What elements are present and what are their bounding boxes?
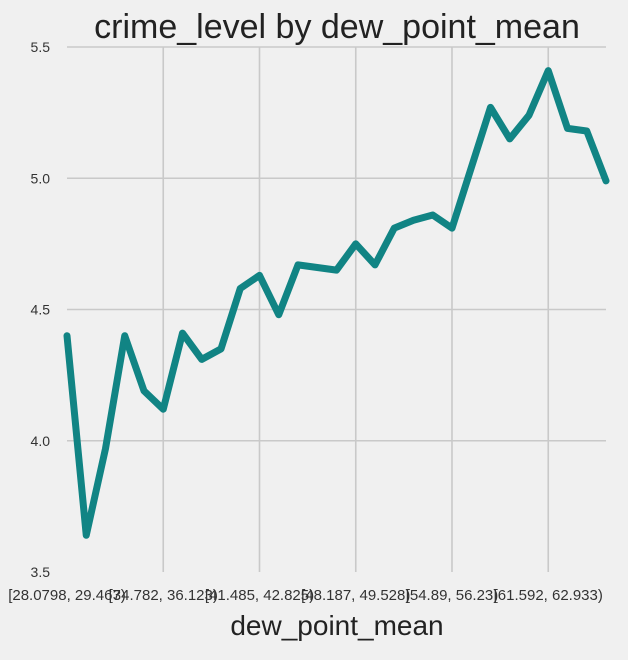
y-tick-label: 4.5 xyxy=(31,302,51,318)
y-tick-label: 5.5 xyxy=(31,39,51,55)
x-axis-label: dew_point_mean xyxy=(230,610,443,641)
x-tick-label: [34.782, 36.123) xyxy=(109,587,218,604)
grid-layer xyxy=(67,46,606,572)
series-line xyxy=(63,67,610,539)
x-tick-label: [28.0798, 29.467) xyxy=(8,587,126,604)
x-tick-label: [48.187, 49.528) xyxy=(301,587,410,604)
y-tick-label: 5.0 xyxy=(31,170,51,186)
x-tick-label: [41.485, 42.825) xyxy=(205,587,314,604)
chart-title: crime_level by dew_point_mean xyxy=(94,8,580,46)
tick-layer: 3.5 4.0 4.5 5.0 5.5 [28.0798, 29.467)[34.782,… xyxy=(8,39,603,604)
x-tick-label: [54.89, 56.23) xyxy=(406,587,499,604)
y-tick-label: 3.5 xyxy=(31,564,51,580)
series-layer xyxy=(63,67,610,539)
x-tick-label: [61.592, 62.933) xyxy=(494,587,603,604)
y-tick-label: 4.0 xyxy=(31,433,51,449)
